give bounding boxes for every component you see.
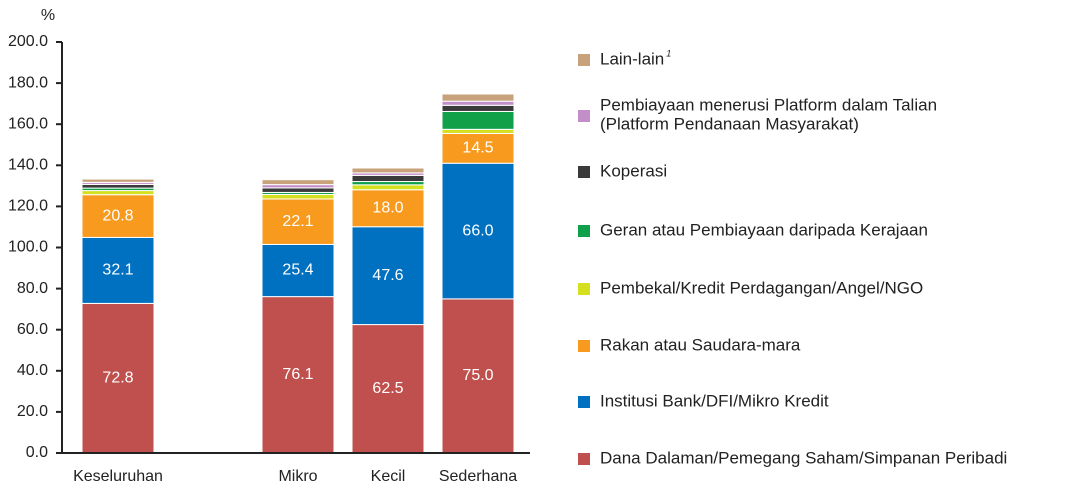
bar-segment (441, 298, 515, 454)
y-tick-label: 20.0 (17, 403, 48, 420)
y-tick-label: 60.0 (17, 321, 48, 338)
bar-segment (261, 296, 335, 454)
y-tick-label: 160.0 (8, 115, 48, 132)
value-label: 22.1 (282, 213, 313, 230)
bar-segment (351, 174, 425, 183)
legend-label: Koperasi (600, 161, 667, 180)
bar-segment (441, 132, 515, 164)
bar-segment (351, 324, 425, 454)
legend-swatch (578, 283, 590, 295)
bar-segment (261, 187, 335, 193)
value-label: 18.0 (372, 199, 403, 216)
bar-segment (441, 110, 515, 130)
x-tick-label: Mikro (278, 468, 317, 485)
y-tick-label: 180.0 (8, 74, 48, 91)
legend-label: Lain-lain (600, 49, 664, 68)
bar-segment (441, 162, 515, 300)
legend-label: Geran atau Pembiayaan daripada Kerajaan (600, 220, 928, 239)
legend-swatch (578, 453, 590, 465)
value-label: 62.5 (372, 380, 403, 397)
legend-label: Institusi Bank/DFI/Mikro Kredit (600, 391, 829, 410)
x-tick-label: Sederhana (439, 468, 517, 485)
legend-label: Pembiayaan menerusi Platform dalam Talia… (600, 96, 937, 134)
y-tick-label: 80.0 (17, 280, 48, 297)
legend-swatch (578, 54, 590, 66)
value-label: 72.8 (102, 369, 133, 386)
bar-segment (441, 93, 515, 102)
bar-segment (261, 193, 335, 200)
legend-swatch (578, 166, 590, 178)
legend-label: Rakan atau Saudara-mara (600, 335, 801, 354)
bar-segment (261, 179, 335, 186)
x-tick-label: Kecil (371, 468, 406, 485)
x-tick-label: Keseluruhan (73, 468, 163, 485)
value-label: 66.0 (462, 222, 493, 239)
bar-segment (81, 183, 155, 189)
value-label: 20.8 (102, 207, 133, 224)
y-tick-label: 200.0 (8, 33, 48, 50)
bar-segment (441, 104, 515, 112)
value-label: 76.1 (282, 366, 313, 383)
y-tick-label: 120.0 (8, 198, 48, 215)
y-tick-label: 100.0 (8, 239, 48, 256)
bar-segment (351, 226, 425, 326)
bar-segment (81, 178, 155, 183)
bar-segment (351, 167, 425, 174)
bar-segment (351, 184, 425, 191)
legend-swatch (578, 110, 590, 122)
bar-segment (81, 302, 155, 454)
value-label: 47.6 (372, 267, 403, 284)
legend-swatch (578, 340, 590, 352)
y-axis-label: % (41, 7, 55, 24)
legend-label: Dana Dalaman/Pemegang Saham/Simpanan Per… (600, 448, 1007, 467)
bar-segment (81, 190, 155, 196)
y-tick-label: 40.0 (17, 362, 48, 379)
value-label: 14.5 (462, 140, 493, 157)
value-label: 75.0 (462, 367, 493, 384)
bar-segment (441, 128, 515, 134)
legend-swatch (578, 225, 590, 237)
legend-swatch (578, 396, 590, 408)
bar-segment (441, 100, 515, 106)
y-tick-label: 0.0 (26, 444, 48, 461)
value-label: 25.4 (282, 262, 313, 279)
legend-footnote: 1 (666, 48, 671, 58)
y-tick-label: 140.0 (8, 157, 48, 174)
value-label: 32.1 (102, 262, 133, 279)
bar-segment (351, 189, 425, 228)
legend-label: Pembekal/Kredit Perdagangan/Angel/NGO (600, 278, 923, 297)
